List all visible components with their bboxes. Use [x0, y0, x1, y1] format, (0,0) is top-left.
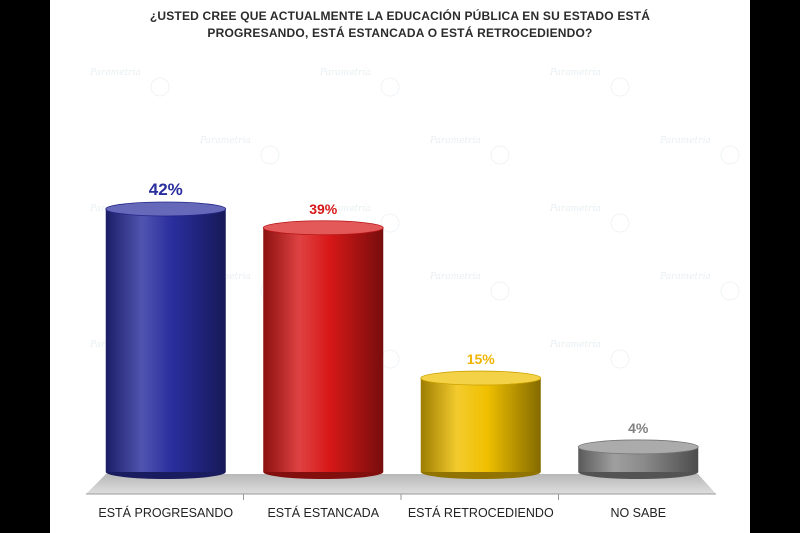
watermark-text: Parametría: [429, 271, 481, 282]
chart-title-line-2: PROGRESANDO, ESTÁ ESTANCADA O ESTÁ RETRO…: [207, 26, 593, 40]
bar: [420, 378, 541, 472]
watermark-text: Parametría: [89, 67, 141, 78]
watermark-circle: [720, 281, 740, 301]
watermark-text: Parametría: [429, 135, 481, 146]
bar-top: [262, 220, 384, 236]
category-label: ESTÁ PROGRESANDO: [98, 505, 233, 520]
watermark-circle: [490, 145, 510, 165]
bar-top: [577, 439, 699, 455]
watermark-circle: [610, 77, 630, 97]
watermark-circle: [490, 281, 510, 301]
data-label: 15%: [467, 351, 496, 367]
watermark-circle: [380, 349, 400, 369]
watermark-text: Parametría: [319, 67, 371, 78]
bar-chart: Parametría Parametría Parametría Parametría…: [86, 67, 740, 520]
watermark-text: Parametría: [549, 339, 601, 350]
watermark-circle: [380, 213, 400, 233]
watermark-text: Parametría: [659, 271, 711, 282]
data-label: 42%: [149, 180, 183, 199]
watermark-circle: [380, 77, 400, 97]
bar-top: [420, 370, 542, 386]
data-label: 4%: [628, 420, 649, 436]
bar: [105, 209, 226, 472]
watermark-circle: [610, 213, 630, 233]
watermark-text: Parametría: [659, 135, 711, 146]
chart-title: ¿USTED CREE QUE ACTUALMENTE LA EDUCACIÓN…: [50, 8, 750, 42]
bar-top: [105, 201, 227, 217]
watermark-circle: [610, 349, 630, 369]
watermark-circle: [260, 145, 280, 165]
chart-floor: [86, 474, 716, 494]
data-label: 39%: [309, 201, 338, 217]
chart-panel: ¿USTED CREE QUE ACTUALMENTE LA EDUCACIÓN…: [50, 0, 750, 533]
watermark-text: Parametría: [549, 203, 601, 214]
category-label: ESTÁ ESTANCADA: [267, 505, 379, 520]
category-label: ESTÁ RETROCEDIENDO: [408, 505, 554, 520]
bar: [263, 227, 384, 472]
category-label: NO SABE: [610, 506, 666, 520]
watermark-circle: [150, 77, 170, 97]
watermark-text: Parametría: [199, 135, 251, 146]
watermark-text: Parametría: [319, 203, 371, 214]
chart-title-line-1: ¿USTED CREE QUE ACTUALMENTE LA EDUCACIÓN…: [149, 9, 651, 23]
watermark-text: Parametría: [549, 67, 601, 78]
watermark-circle: [720, 145, 740, 165]
